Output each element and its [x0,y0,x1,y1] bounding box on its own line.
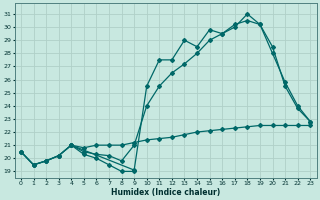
X-axis label: Humidex (Indice chaleur): Humidex (Indice chaleur) [111,188,220,197]
